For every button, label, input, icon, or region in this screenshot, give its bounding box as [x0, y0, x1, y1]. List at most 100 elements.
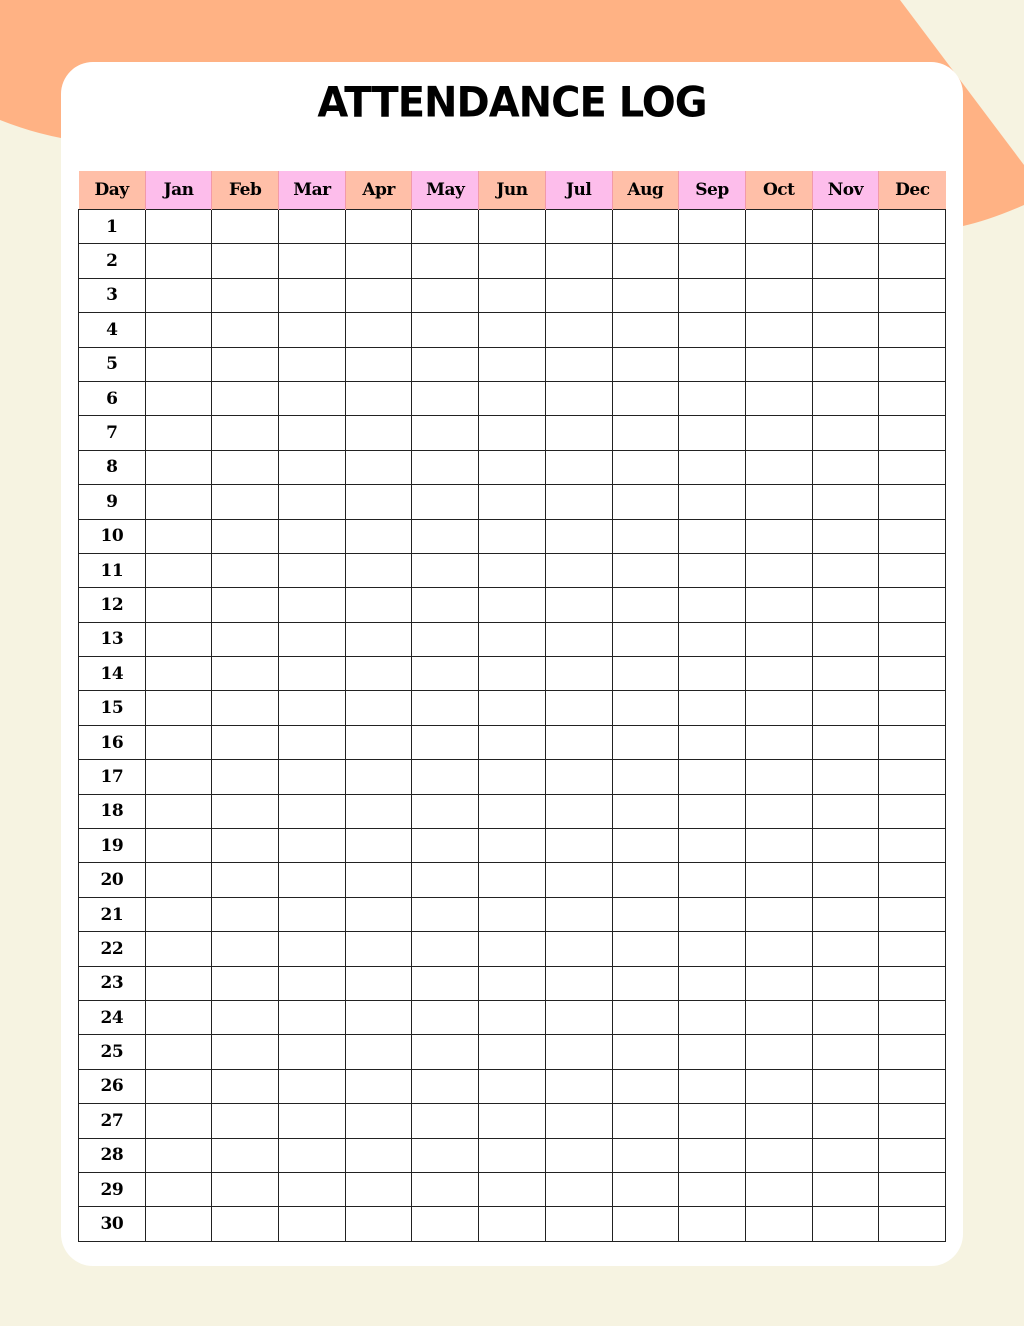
attendance-cell[interactable]: [811, 415, 880, 451]
attendance-cell[interactable]: [211, 277, 280, 314]
attendance-cell[interactable]: [611, 518, 680, 554]
attendance-cell[interactable]: [478, 312, 546, 348]
attendance-cell[interactable]: [678, 1206, 746, 1242]
attendance-cell[interactable]: [678, 1034, 746, 1070]
attendance-cell[interactable]: [211, 1171, 280, 1208]
attendance-cell[interactable]: [344, 896, 413, 933]
attendance-cell[interactable]: [278, 931, 346, 967]
attendance-cell[interactable]: [211, 621, 280, 658]
attendance-cell[interactable]: [411, 931, 480, 967]
attendance-cell[interactable]: [678, 1068, 746, 1105]
attendance-cell[interactable]: [144, 999, 213, 1036]
attendance-cell[interactable]: [678, 415, 746, 451]
attendance-cell[interactable]: [744, 484, 813, 520]
attendance-cell[interactable]: [611, 277, 680, 314]
attendance-cell[interactable]: [811, 999, 880, 1036]
attendance-cell[interactable]: [344, 346, 413, 382]
attendance-cell[interactable]: [211, 1206, 280, 1242]
attendance-cell[interactable]: [278, 587, 346, 623]
attendance-cell[interactable]: [544, 208, 613, 245]
attendance-cell[interactable]: [278, 346, 346, 382]
attendance-cell[interactable]: [211, 312, 280, 348]
attendance-cell[interactable]: [811, 896, 880, 933]
attendance-cell[interactable]: [344, 449, 413, 486]
attendance-cell[interactable]: [878, 690, 946, 726]
attendance-cell[interactable]: [811, 518, 880, 554]
attendance-cell[interactable]: [744, 862, 813, 898]
attendance-cell[interactable]: [278, 518, 346, 554]
attendance-cell[interactable]: [544, 277, 613, 314]
attendance-cell[interactable]: [478, 724, 546, 761]
attendance-cell[interactable]: [744, 999, 813, 1036]
attendance-cell[interactable]: [678, 1171, 746, 1208]
attendance-cell[interactable]: [611, 931, 680, 967]
attendance-cell[interactable]: [211, 243, 280, 279]
attendance-cell[interactable]: [144, 518, 213, 554]
attendance-cell[interactable]: [878, 999, 946, 1036]
attendance-cell[interactable]: [344, 965, 413, 1001]
attendance-cell[interactable]: [878, 243, 946, 279]
attendance-cell[interactable]: [544, 415, 613, 451]
attendance-cell[interactable]: [344, 552, 413, 589]
attendance-cell[interactable]: [144, 277, 213, 314]
attendance-cell[interactable]: [478, 999, 546, 1036]
attendance-cell[interactable]: [211, 1034, 280, 1070]
attendance-cell[interactable]: [544, 587, 613, 623]
attendance-cell[interactable]: [811, 690, 880, 726]
attendance-cell[interactable]: [211, 896, 280, 933]
attendance-cell[interactable]: [878, 1103, 946, 1139]
attendance-cell[interactable]: [744, 1068, 813, 1105]
attendance-cell[interactable]: [544, 621, 613, 658]
attendance-cell[interactable]: [411, 277, 480, 314]
attendance-cell[interactable]: [678, 896, 746, 933]
attendance-cell[interactable]: [544, 862, 613, 898]
attendance-cell[interactable]: [344, 724, 413, 761]
attendance-cell[interactable]: [744, 518, 813, 554]
attendance-cell[interactable]: [611, 1206, 680, 1242]
attendance-cell[interactable]: [278, 1034, 346, 1070]
attendance-cell[interactable]: [678, 999, 746, 1036]
attendance-cell[interactable]: [878, 449, 946, 486]
attendance-cell[interactable]: [278, 1103, 346, 1139]
attendance-cell[interactable]: [744, 277, 813, 314]
attendance-cell[interactable]: [344, 1103, 413, 1139]
attendance-cell[interactable]: [744, 1034, 813, 1070]
attendance-cell[interactable]: [878, 1206, 946, 1242]
attendance-cell[interactable]: [278, 862, 346, 898]
attendance-cell[interactable]: [811, 587, 880, 623]
attendance-cell[interactable]: [678, 1137, 746, 1173]
attendance-cell[interactable]: [144, 484, 213, 520]
attendance-cell[interactable]: [811, 621, 880, 658]
attendance-cell[interactable]: [211, 415, 280, 451]
attendance-cell[interactable]: [344, 1034, 413, 1070]
attendance-cell[interactable]: [144, 587, 213, 623]
attendance-cell[interactable]: [278, 277, 346, 314]
attendance-cell[interactable]: [678, 690, 746, 726]
attendance-cell[interactable]: [878, 518, 946, 554]
attendance-cell[interactable]: [611, 759, 680, 795]
attendance-cell[interactable]: [678, 965, 746, 1001]
attendance-cell[interactable]: [278, 656, 346, 692]
attendance-cell[interactable]: [478, 862, 546, 898]
attendance-cell[interactable]: [478, 518, 546, 554]
attendance-cell[interactable]: [411, 896, 480, 933]
attendance-cell[interactable]: [544, 1068, 613, 1105]
attendance-cell[interactable]: [544, 724, 613, 761]
attendance-cell[interactable]: [278, 999, 346, 1036]
attendance-cell[interactable]: [344, 208, 413, 245]
attendance-cell[interactable]: [678, 759, 746, 795]
attendance-cell[interactable]: [611, 449, 680, 486]
attendance-cell[interactable]: [411, 552, 480, 589]
attendance-cell[interactable]: [478, 1137, 546, 1173]
attendance-cell[interactable]: [344, 587, 413, 623]
attendance-cell[interactable]: [678, 518, 746, 554]
attendance-cell[interactable]: [211, 1103, 280, 1139]
attendance-cell[interactable]: [611, 999, 680, 1036]
attendance-cell[interactable]: [478, 415, 546, 451]
attendance-cell[interactable]: [878, 862, 946, 898]
attendance-cell[interactable]: [544, 1206, 613, 1242]
attendance-cell[interactable]: [211, 1068, 280, 1105]
attendance-cell[interactable]: [278, 484, 346, 520]
attendance-cell[interactable]: [611, 896, 680, 933]
attendance-cell[interactable]: [278, 828, 346, 864]
